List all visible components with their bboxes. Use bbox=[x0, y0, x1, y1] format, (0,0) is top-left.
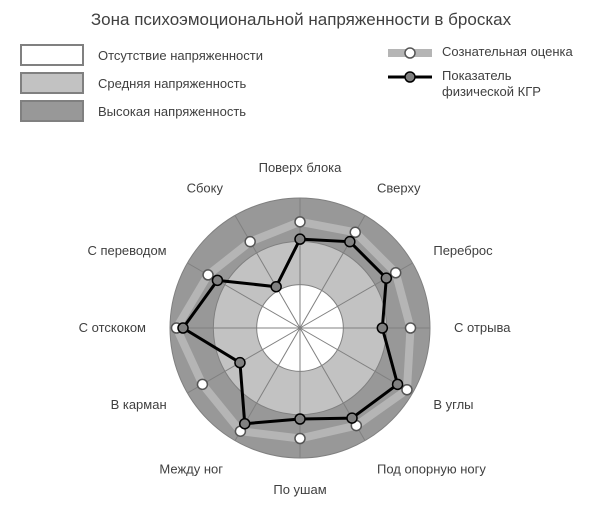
legend-levels: Отсутствие напряженности Средняя напряже… bbox=[20, 44, 263, 128]
legend-level-row: Высокая напряженность bbox=[20, 100, 263, 122]
axis-label: Между ног bbox=[159, 461, 223, 476]
legend-swatch bbox=[20, 44, 84, 66]
legend-swatch bbox=[20, 72, 84, 94]
radar-chart: Поверх блока Сверху Переброс С отрыва В углы… bbox=[0, 130, 602, 508]
axis-label: В углы bbox=[433, 397, 473, 412]
axis-label: С переводом bbox=[87, 243, 166, 258]
legend-level-label: Высокая напряженность bbox=[98, 104, 246, 119]
legend-series-label: Сознательная оценка bbox=[442, 44, 573, 60]
legend-swatch bbox=[20, 100, 84, 122]
axis-label: Сверху bbox=[377, 181, 421, 196]
legend-level-row: Отсутствие напряженности bbox=[20, 44, 263, 66]
chart-title: Зона психоэмоциональной напряженности в … bbox=[0, 10, 602, 30]
legend-series-sample bbox=[388, 46, 432, 60]
axis-label: По ушам bbox=[273, 482, 326, 497]
axis-label: С отскоком bbox=[79, 320, 146, 335]
axis-label: С отрыва bbox=[454, 320, 511, 335]
axis-label: Переброс bbox=[433, 243, 493, 258]
axis-label: Поверх блока bbox=[259, 160, 343, 175]
legend-series-row: Сознательная оценка bbox=[388, 44, 582, 60]
axis-label: Под опорную ногу bbox=[377, 461, 486, 476]
legend-level-label: Отсутствие напряженности bbox=[98, 48, 263, 63]
legend-series: Сознательная оценка Показатель физическо… bbox=[388, 44, 582, 107]
axis-label: В карман bbox=[111, 397, 167, 412]
legend-series-row: Показатель физической КГР bbox=[388, 68, 582, 99]
legend-series-label: Показатель физической КГР bbox=[442, 68, 582, 99]
legend-series-sample bbox=[388, 70, 432, 84]
legend-level-row: Средняя напряженность bbox=[20, 72, 263, 94]
axis-label: Сбоку bbox=[187, 181, 224, 196]
legend-level-label: Средняя напряженность bbox=[98, 76, 246, 91]
